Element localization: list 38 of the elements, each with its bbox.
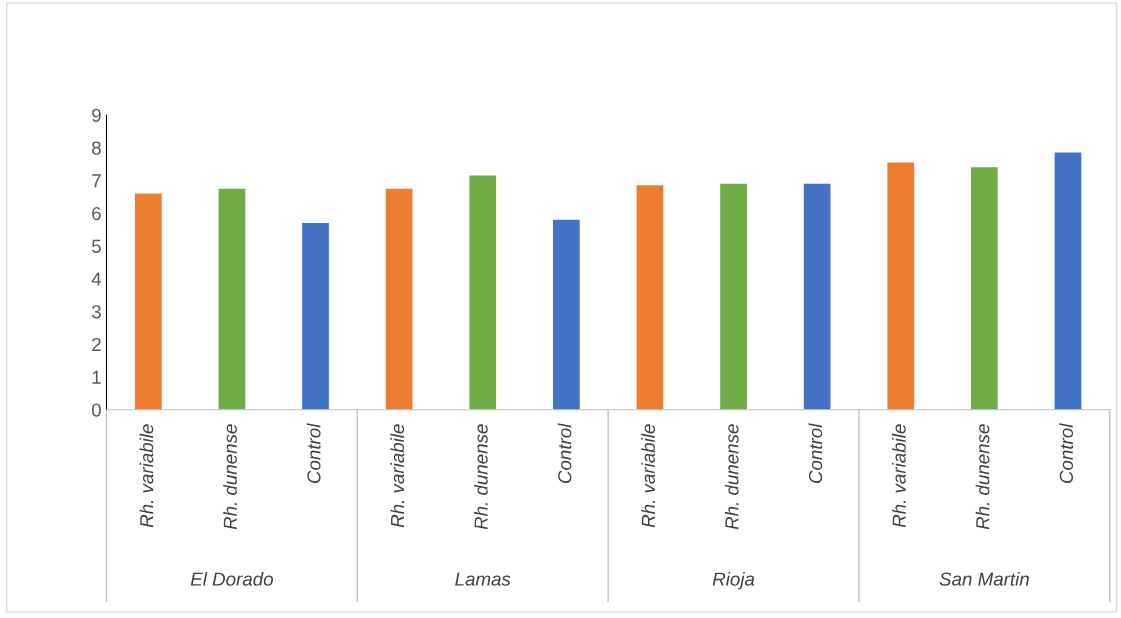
bar (552, 219, 580, 410)
x-tick-label: Control (306, 423, 321, 484)
bar (971, 167, 998, 410)
y-tick-label: 1 (92, 370, 101, 384)
y-tick-label: 2 (92, 337, 101, 352)
x-tick-label: Control (1059, 423, 1074, 484)
y-tick-label: 4 (91, 272, 102, 286)
text: San Martin (939, 571, 1029, 586)
y-tick-label: 0 (91, 403, 101, 417)
x-tick-label: Rh. dunense (975, 424, 990, 530)
bar (469, 175, 497, 410)
y-tick-label: 6 (92, 206, 101, 221)
text: El Dorado (190, 571, 273, 586)
x-tick-label: Rh. dunense (223, 424, 237, 530)
bar (385, 188, 413, 410)
text: Lamas (455, 572, 511, 586)
bar (302, 223, 329, 410)
bar (720, 183, 747, 410)
x-tick-label: Control (808, 423, 823, 484)
bar (636, 185, 664, 410)
y-tick-label: 5 (91, 239, 101, 253)
x-tick-label: Rh. variabile (139, 424, 154, 528)
x-tick-label: Rh. variabile (641, 424, 655, 528)
y-tick-label: 3 (91, 305, 101, 319)
x-tick-label: Rh. dunense (473, 424, 488, 530)
y-tick-label: 8 (92, 141, 101, 155)
y-tick-label: 9 (92, 108, 101, 122)
x-tick-label: Rh. variabile (390, 424, 405, 528)
x-tick-label: Rh. dunense (724, 424, 739, 530)
bar (887, 162, 915, 410)
bar (134, 193, 162, 410)
x-tick-label: Rh. variabile (892, 424, 906, 528)
x-tick-label: Control (557, 423, 572, 484)
text: Rioja (712, 571, 755, 590)
bar (1054, 152, 1082, 410)
bar (218, 188, 246, 410)
y-tick-label: 7 (92, 174, 101, 188)
bar (803, 183, 831, 410)
